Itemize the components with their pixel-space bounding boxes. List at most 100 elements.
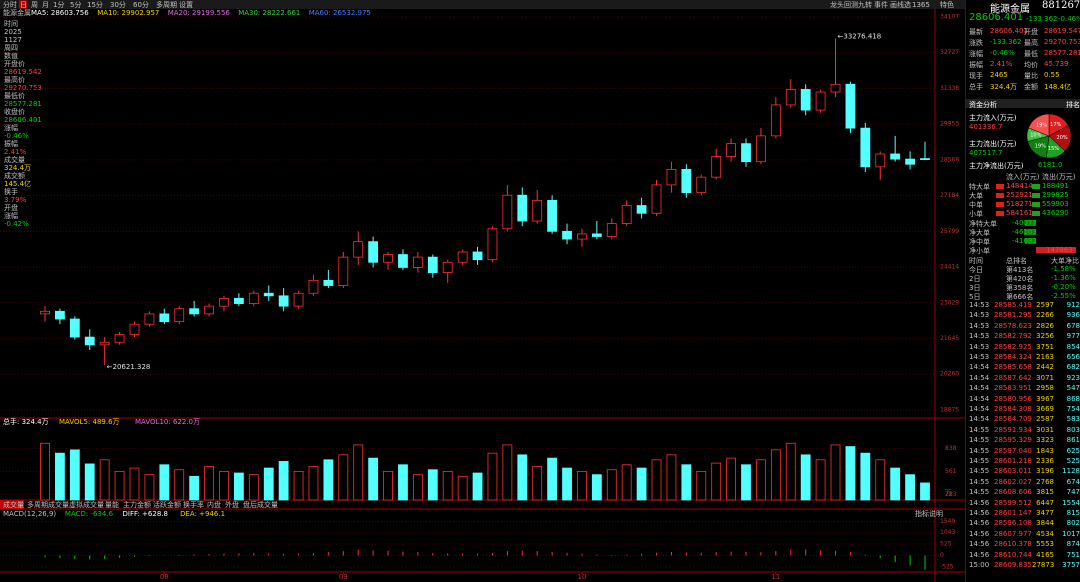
rank-period: 今日 — [969, 266, 983, 274]
candle-body — [860, 127, 871, 168]
candle-body — [129, 323, 140, 335]
toolbar-tab[interactable]: 分时 — [3, 0, 17, 9]
toolbar-tab[interactable]: 1分 — [53, 0, 64, 9]
volume-bar — [353, 444, 364, 501]
rank-ratio: -0.20% — [1051, 283, 1076, 291]
volume-bar — [398, 464, 408, 501]
trade-count: 547 — [1066, 384, 1080, 393]
indicator-tab[interactable]: 换手率 — [183, 500, 204, 509]
volume-bar — [308, 466, 319, 501]
toolbar-item[interactable]: 龙头回测 — [830, 0, 858, 9]
candle-body — [412, 256, 423, 268]
info-item: 2.41% — [4, 148, 27, 156]
tab-active-bg — [0, 500, 24, 509]
fund-rank[interactable]: 排名 — [1066, 101, 1080, 109]
y-tick-label: 24414 — [940, 264, 959, 271]
trade-time: 14:53 — [969, 301, 990, 309]
trade-count: 583 — [1066, 415, 1080, 424]
trade-count: 861 — [1066, 436, 1080, 445]
toolbar-tab[interactable]: 15分 — [87, 0, 103, 9]
trade-price: 28599.512 — [994, 498, 1032, 507]
toolbar-item[interactable]: 特色 — [940, 0, 954, 9]
trade-volume: 6447 — [1036, 498, 1054, 507]
indicator-tab[interactable]: 主力金额 — [123, 500, 151, 509]
indicator-tab[interactable]: 活跃金额 — [153, 500, 181, 509]
toolbar-tab[interactable]: 60分 — [133, 0, 149, 9]
toolbar-tab[interactable]: 周 — [31, 1, 38, 9]
ma-legend: MA20: 29199.556 — [168, 9, 231, 17]
toolbar-tab[interactable]: 5分 — [70, 0, 81, 9]
candle-body — [338, 256, 349, 286]
toolbar-item[interactable]: 1365 — [912, 1, 930, 9]
outflow-label: 主力流出(万元) — [969, 140, 1017, 148]
quote-label: 金额 — [1024, 83, 1038, 91]
candle-body — [711, 156, 722, 178]
quote-value: 2.41% — [990, 60, 1013, 68]
trade-time: 14:55 — [969, 477, 990, 486]
flow-out-bar — [1032, 193, 1040, 198]
candle-body — [204, 305, 214, 315]
candle-body — [323, 279, 334, 286]
trade-volume: 1843 — [1036, 446, 1054, 455]
trade-count: 815 — [1066, 509, 1080, 517]
indicator-tab[interactable]: 成交量 — [3, 500, 24, 509]
trade-count: 3757 — [1062, 561, 1080, 569]
volume-bar — [159, 464, 170, 501]
toolbar-tab[interactable]: 月 — [42, 1, 49, 9]
volume-bar — [875, 459, 886, 501]
trade-volume: 3815 — [1036, 488, 1054, 497]
macd-help[interactable]: 指标说明 — [915, 509, 943, 518]
candle-body — [263, 292, 274, 297]
flow-in: 584161 — [1006, 209, 1033, 217]
quote-value: 29270.753 — [1044, 38, 1080, 46]
toolbar-item[interactable]: 画线选 — [890, 0, 911, 9]
trade-count: 912 — [1066, 301, 1080, 309]
indicator-tab[interactable]: 量能 — [105, 500, 119, 509]
trade-price: 28603.011 — [994, 467, 1032, 476]
candle-body — [189, 308, 200, 315]
y-tick-label: 561 — [945, 468, 957, 475]
volume-bar — [204, 466, 214, 501]
net-label: 净小单 — [969, 247, 990, 255]
indicator-tab[interactable]: 虚拟成交量 — [69, 500, 104, 509]
volume-bar — [293, 470, 304, 501]
volume-bar — [800, 454, 811, 501]
indicator-tab[interactable]: 内盘 — [207, 500, 221, 509]
info-item: 开盘 — [4, 203, 18, 212]
toolbar-tab[interactable]: 30分 — [110, 0, 126, 9]
toolbar-item[interactable]: 九转 — [858, 0, 872, 9]
toolbar-tab[interactable]: 设置 — [179, 0, 193, 9]
info-item: 振幅 — [4, 139, 18, 148]
trade-volume: 27873 — [1032, 561, 1055, 569]
net-bar — [1024, 238, 1036, 244]
candle-body — [308, 279, 319, 294]
net-value: -46103 — [1012, 228, 1037, 236]
toolbar-tab[interactable]: 多周期 — [156, 0, 177, 9]
toolbar-tab[interactable]: 日 — [20, 1, 27, 9]
macd-legend: DEA: +946.1 — [180, 510, 225, 518]
toolbar-item[interactable]: 事件 — [874, 0, 888, 9]
rank-pos: 第420名 — [1006, 275, 1034, 283]
quote-label: 最高 — [1024, 39, 1038, 47]
candle-body — [890, 153, 901, 160]
volume-bar — [920, 482, 930, 501]
volume-bar — [263, 467, 274, 501]
candle-body — [84, 336, 95, 346]
candle-body — [69, 318, 80, 338]
candle-body — [681, 169, 692, 194]
indicator-tab[interactable]: 多周期成交量 — [27, 500, 69, 509]
indicator-tab[interactable]: 盘后成交量 — [243, 500, 278, 509]
indicator-tab[interactable]: 外盘 — [225, 500, 239, 509]
info-item: 29270.753 — [4, 84, 42, 92]
volume-bar — [741, 464, 751, 501]
volume-bar — [368, 457, 379, 501]
candle-body — [726, 143, 737, 157]
candle-body — [770, 104, 781, 137]
volume-bar — [457, 475, 468, 501]
x-tick-label: 08 — [160, 573, 169, 581]
volume-bar — [472, 472, 483, 501]
tab-active — [19, 0, 27, 9]
chart-label: 能源金属 — [3, 8, 31, 17]
trade-time: 14:55 — [969, 467, 990, 476]
volume-bar — [144, 474, 155, 501]
